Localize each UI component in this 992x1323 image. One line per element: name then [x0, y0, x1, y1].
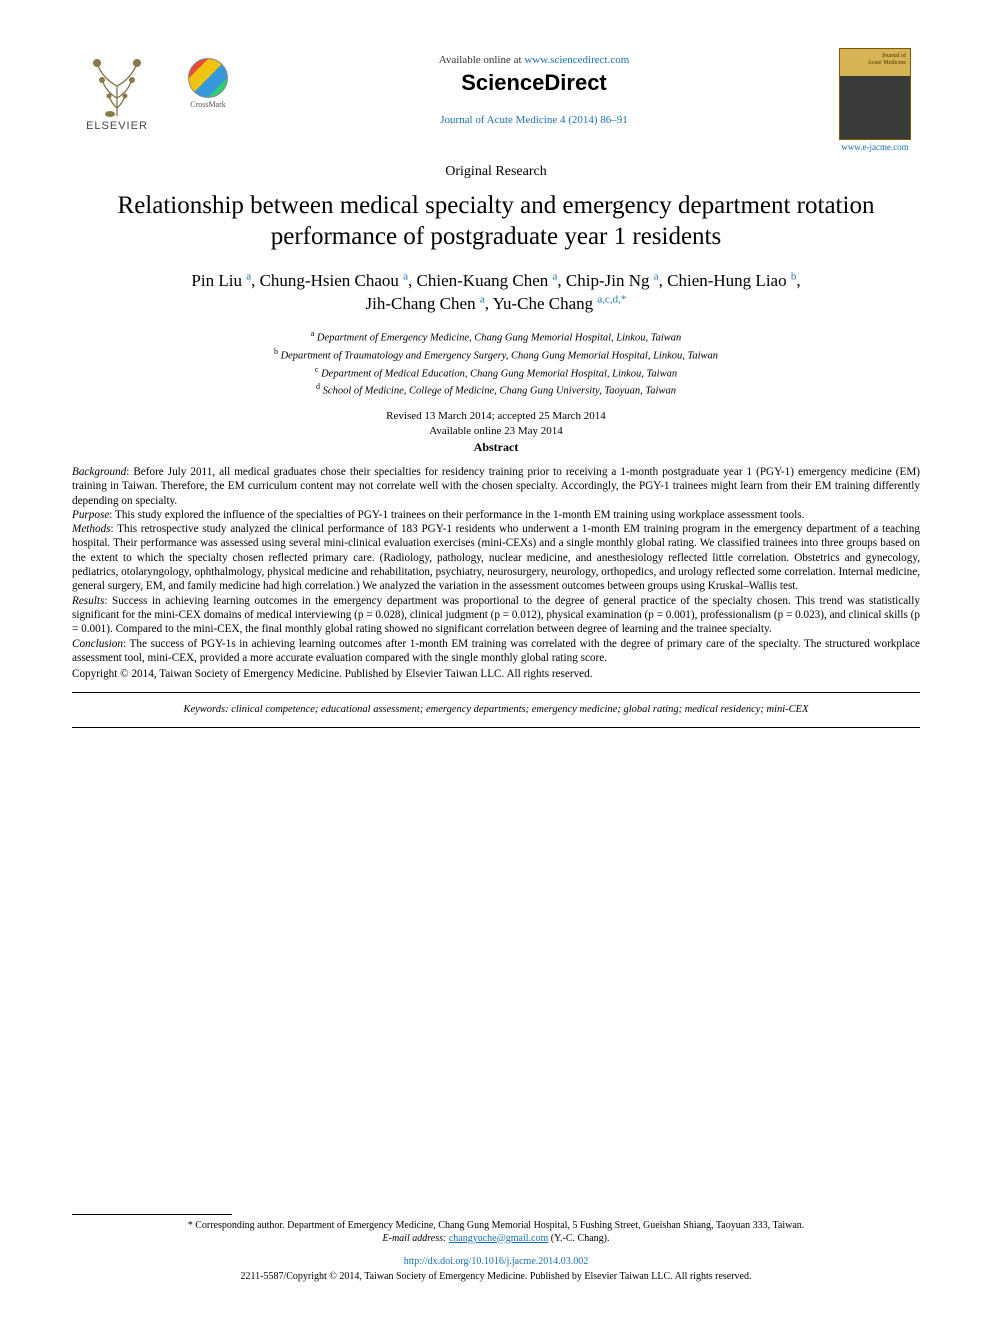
crossmark-label: CrossMark — [190, 100, 226, 109]
article-title: Relationship between medical specialty a… — [72, 190, 920, 253]
email-label: E-mail address: — [383, 1233, 449, 1244]
keywords: Keywords: clinical competence; education… — [72, 703, 920, 717]
doi-link[interactable]: http://dx.doi.org/10.1016/j.jacme.2014.0… — [72, 1255, 920, 1269]
author: Jih-Chang Chen a — [366, 294, 485, 313]
abstract-methods: Methods: This retrospective study analyz… — [72, 522, 920, 594]
issn-copyright: 2211-5587/Copyright © 2014, Taiwan Socie… — [72, 1270, 920, 1284]
affiliation: d School of Medicine, College of Medicin… — [72, 381, 920, 399]
author: Chien-Hung Liao b — [667, 271, 796, 290]
article-dates: Revised 13 March 2014; accepted 25 March… — [72, 409, 920, 728]
author: Chip-Jin Ng a — [566, 271, 659, 290]
header-center: Available online at www.sciencedirect.co… — [238, 48, 830, 126]
footnote-rule — [72, 1214, 232, 1215]
revised-accepted-date: Revised 13 March 2014; accepted 25 March… — [72, 409, 920, 424]
author: Yu-Che Chang a,c,d,* — [493, 294, 627, 313]
article-type: Original Research — [72, 164, 920, 180]
keywords-text: clinical competence; educational assessm… — [229, 704, 809, 715]
email-line: E-mail address: changyuche@gmail.com (Y.… — [72, 1232, 920, 1246]
crossmark-icon — [188, 58, 228, 98]
online-date: Available online 23 May 2014 — [72, 424, 920, 439]
author: Pin Liu a — [191, 271, 251, 290]
affiliation: c Department of Medical Education, Chang… — [72, 364, 920, 382]
author-list: Pin Liu a, Chung-Hsien Chaou a, Chien-Ku… — [72, 269, 920, 317]
elsevier-tree-icon — [82, 48, 152, 118]
affiliations: a Department of Emergency Medicine, Chan… — [72, 328, 920, 399]
author: Chien-Kuang Chen a — [417, 271, 558, 290]
sciencedirect-url-link[interactable]: www.sciencedirect.com — [524, 54, 629, 66]
author: Chung-Hsien Chaou a — [260, 271, 408, 290]
page-footer: * Corresponding author. Department of Em… — [72, 1214, 920, 1284]
journal-citation[interactable]: Journal of Acute Medicine 4 (2014) 86–91 — [238, 114, 830, 126]
journal-cover-title: Journal ofAcute Medicine — [868, 53, 906, 66]
available-online-text: Available online at www.sciencedirect.co… — [238, 54, 830, 66]
abstract-purpose: Purpose: This study explored the influen… — [72, 508, 920, 522]
page-header: ELSEVIER CrossMark Available online at w… — [72, 48, 920, 152]
elsevier-logo-block: ELSEVIER — [72, 48, 162, 132]
crossmark-block[interactable]: CrossMark — [178, 58, 238, 109]
abstract-conclusion: Conclusion: The success of PGY-1s in ach… — [72, 637, 920, 666]
elsevier-label: ELSEVIER — [86, 120, 148, 132]
journal-cover-thumbnail[interactable]: Journal ofAcute Medicine — [839, 48, 911, 140]
sciencedirect-wordmark: ScienceDirect — [238, 70, 830, 96]
divider — [72, 692, 920, 693]
keywords-label: Keywords: — [183, 704, 228, 715]
journal-cover-block: Journal ofAcute Medicine www.e-jacme.com — [830, 48, 920, 152]
available-prefix: Available online at — [439, 54, 525, 66]
affiliation: b Department of Traumatology and Emergen… — [72, 346, 920, 364]
email-link[interactable]: changyuche@gmail.com — [449, 1233, 548, 1244]
journal-homepage-link[interactable]: www.e-jacme.com — [841, 142, 908, 152]
divider — [72, 727, 920, 728]
abstract-heading: Abstract — [72, 439, 920, 455]
corresponding-author: * Corresponding author. Department of Em… — [72, 1219, 920, 1232]
abstract-body: Background: Before July 2011, all medica… — [72, 465, 920, 682]
abstract-background: Background: Before July 2011, all medica… — [72, 465, 920, 508]
abstract-results: Results: Success in achieving learning o… — [72, 594, 920, 637]
abstract-copyright: Copyright © 2014, Taiwan Society of Emer… — [72, 667, 920, 681]
affiliation: a Department of Emergency Medicine, Chan… — [72, 328, 920, 346]
email-suffix: (Y.-C. Chang). — [548, 1233, 609, 1244]
